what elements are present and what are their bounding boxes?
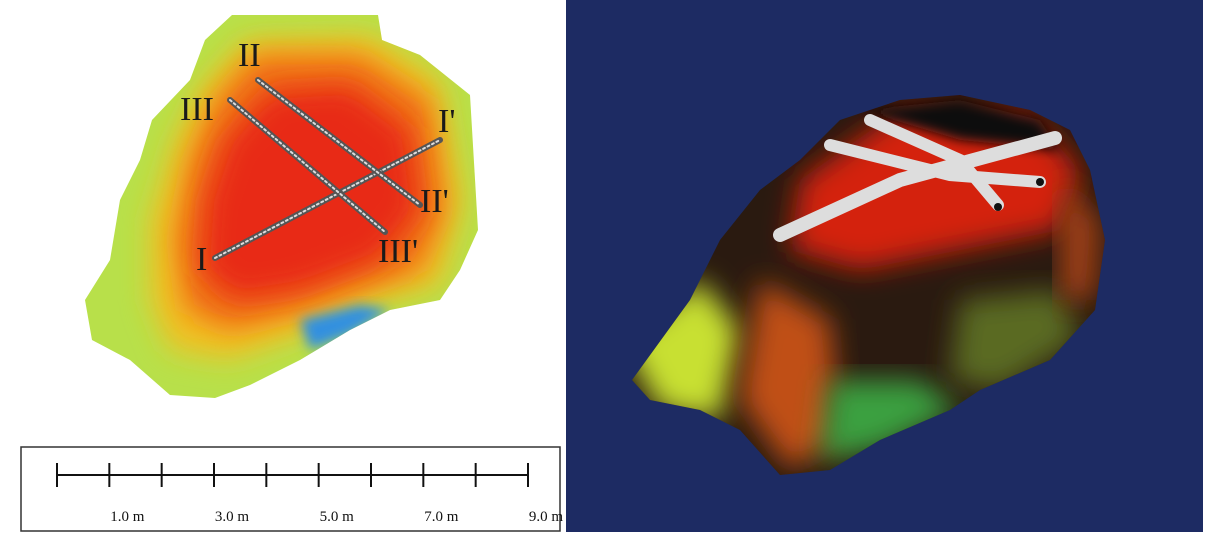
scale-label: 5.0 m — [320, 509, 355, 525]
section-label: I' — [438, 103, 455, 140]
scale-label: 7.0 m — [424, 509, 459, 525]
page: {"map_panel": {"section_labels": ["I", "… — [0, 0, 1213, 536]
scale-label: 1.0 m — [110, 509, 145, 525]
section-label: II — [238, 37, 261, 74]
scale-label: 9.0 m — [529, 509, 564, 525]
render-point — [1036, 178, 1044, 186]
render-point — [994, 203, 1002, 211]
scale-label: 3.0 m — [215, 509, 250, 525]
section-label: I — [196, 241, 207, 278]
figure: II'IIII'IIIIII' 1.0 m3.0 m5.0 m7.0 m9.0 … — [0, 0, 1213, 536]
section-label: II' — [420, 183, 449, 220]
section-label: III' — [378, 233, 418, 270]
section-label: III — [180, 91, 214, 128]
scale-box — [21, 447, 560, 531]
